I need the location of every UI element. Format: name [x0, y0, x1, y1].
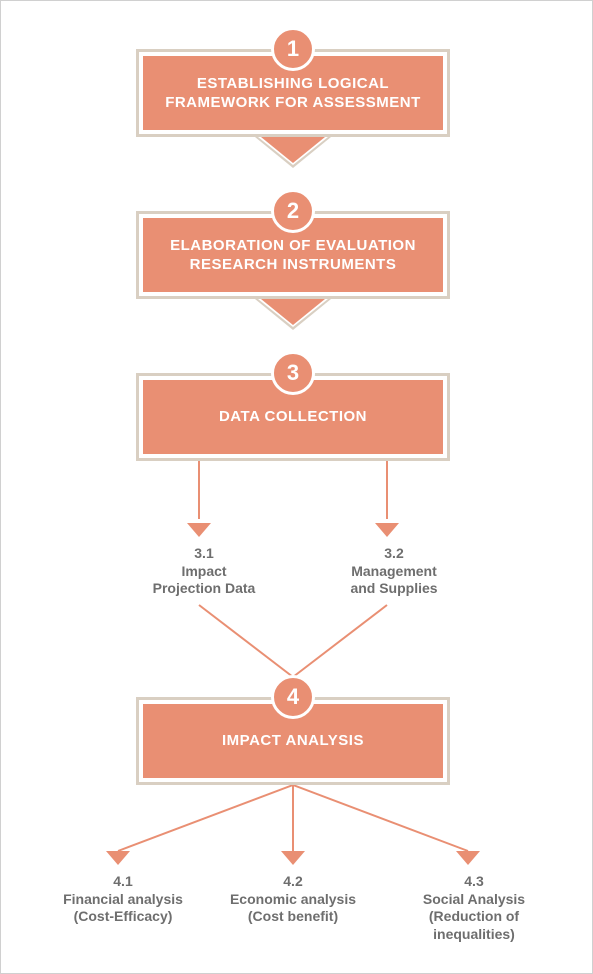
stage-badge: 2	[271, 189, 315, 233]
branch3-arrowhead	[187, 523, 211, 537]
arrow-inner	[261, 299, 325, 325]
branch4-label: 4.1Financial analysis(Cost-Efficacy)	[43, 873, 203, 926]
branch4-lines	[1, 785, 593, 855]
converge-line	[293, 605, 387, 677]
branch4-label: 4.3Social Analysis(Reduction ofinequalit…	[389, 873, 559, 943]
stage-4: 4IMPACT ANALYSIS	[136, 697, 450, 785]
stage-badge: 1	[271, 27, 315, 71]
arrow-inner	[261, 137, 325, 163]
branch4-arrowhead	[281, 851, 305, 865]
branch3-label: 3.1ImpactProjection Data	[129, 545, 279, 598]
stage-3: 3DATA COLLECTION	[136, 373, 450, 461]
branch3-label: 3.2Managementand Supplies	[319, 545, 469, 598]
stage-1: 1ESTABLISHING LOGICAL FRAMEWORK FOR ASSE…	[136, 49, 450, 137]
converge-lines	[1, 605, 593, 681]
branch4-arrowhead	[456, 851, 480, 865]
branch4-arrowhead	[106, 851, 130, 865]
stage-badge: 4	[271, 675, 315, 719]
diagram-frame: 1ESTABLISHING LOGICAL FRAMEWORK FOR ASSE…	[0, 0, 593, 974]
branch4-label: 4.2Economic analysis(Cost benefit)	[213, 873, 373, 926]
branch3-line	[386, 461, 388, 519]
converge-line	[199, 605, 293, 677]
branch3-arrowhead	[375, 523, 399, 537]
branch3-line	[198, 461, 200, 519]
stage-2: 2ELABORATION OF EVALUATION RESEARCH INST…	[136, 211, 450, 299]
stage-badge: 3	[271, 351, 315, 395]
